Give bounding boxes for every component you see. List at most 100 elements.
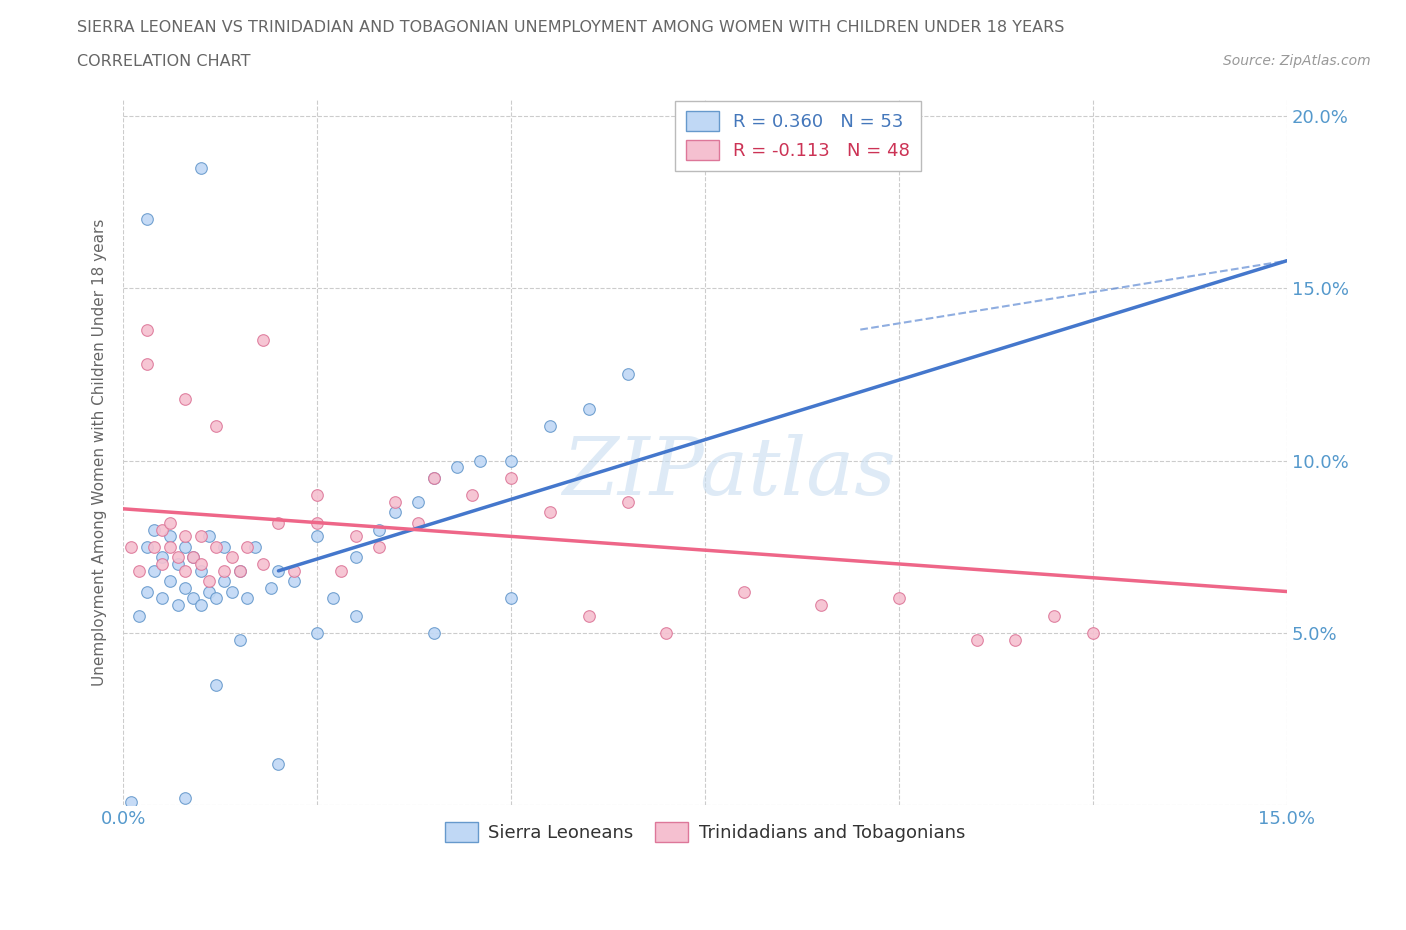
Point [135, 212, 157, 227]
Point [243, 539, 266, 554]
Point [267, 564, 290, 578]
Point [128, 608, 150, 623]
Point [143, 539, 166, 554]
Point [190, 564, 212, 578]
Point [616, 367, 638, 382]
Point [368, 522, 391, 537]
Point [197, 584, 219, 599]
Point [166, 556, 188, 571]
Point [135, 584, 157, 599]
Point [616, 495, 638, 510]
Point [221, 550, 243, 565]
Text: Source: ZipAtlas.com: Source: ZipAtlas.com [1223, 54, 1371, 68]
Point [159, 529, 181, 544]
Point [252, 333, 274, 348]
Point [368, 539, 391, 554]
Point [212, 539, 235, 554]
Point [267, 515, 290, 530]
Point [501, 453, 523, 468]
Point [267, 756, 290, 771]
Point [135, 539, 157, 554]
Point [733, 584, 755, 599]
Point [150, 591, 173, 605]
Point [406, 515, 429, 530]
Point [406, 495, 429, 510]
Point [501, 591, 523, 605]
Point [120, 794, 142, 809]
Point [166, 550, 188, 565]
Point [538, 418, 561, 433]
Point [228, 564, 250, 578]
Point [181, 550, 204, 565]
Point [190, 529, 212, 544]
Point [159, 515, 181, 530]
Point [307, 626, 329, 641]
Point [212, 574, 235, 589]
Point [578, 608, 600, 623]
Point [143, 522, 166, 537]
Point [446, 460, 468, 475]
Text: ZIPatlas: ZIPatlas [561, 434, 896, 512]
Point [655, 626, 678, 641]
Point [236, 539, 259, 554]
Point [174, 580, 197, 595]
Point [181, 591, 204, 605]
Point [197, 529, 219, 544]
Point [228, 564, 250, 578]
Point [174, 529, 197, 544]
Point [344, 550, 367, 565]
Point [205, 418, 228, 433]
Point [1004, 632, 1026, 647]
Point [461, 487, 484, 502]
Point [143, 564, 166, 578]
Point [135, 356, 157, 371]
Point [205, 539, 228, 554]
Point [322, 591, 344, 605]
Point [887, 591, 910, 605]
Point [212, 564, 235, 578]
Point [307, 487, 329, 502]
Point [810, 598, 832, 613]
Point [260, 580, 283, 595]
Legend: Sierra Leoneans, Trinidadians and Tobagonians: Sierra Leoneans, Trinidadians and Tobago… [437, 815, 973, 849]
Point [422, 626, 444, 641]
Point [236, 591, 259, 605]
Point [501, 471, 523, 485]
Point [190, 556, 212, 571]
Point [578, 402, 600, 417]
Text: CORRELATION CHART: CORRELATION CHART [77, 54, 250, 69]
Point [174, 539, 197, 554]
Point [966, 632, 988, 647]
Point [470, 453, 492, 468]
Point [135, 322, 157, 337]
Point [120, 539, 142, 554]
Point [197, 574, 219, 589]
Point [1081, 626, 1104, 641]
Point [422, 471, 444, 485]
Point [283, 564, 305, 578]
Point [252, 556, 274, 571]
Point [307, 515, 329, 530]
Point [159, 539, 181, 554]
Point [329, 564, 352, 578]
Text: SIERRA LEONEAN VS TRINIDADIAN AND TOBAGONIAN UNEMPLOYMENT AMONG WOMEN WITH CHILD: SIERRA LEONEAN VS TRINIDADIAN AND TOBAGO… [77, 20, 1064, 35]
Point [205, 591, 228, 605]
Point [221, 584, 243, 599]
Point [174, 790, 197, 805]
Point [166, 598, 188, 613]
Point [190, 160, 212, 175]
Point [128, 564, 150, 578]
Point [159, 574, 181, 589]
Point [150, 550, 173, 565]
Point [422, 471, 444, 485]
Point [150, 556, 173, 571]
Point [538, 505, 561, 520]
Point [190, 598, 212, 613]
Point [205, 677, 228, 692]
Point [307, 529, 329, 544]
Point [344, 608, 367, 623]
Point [384, 505, 406, 520]
Point [1043, 608, 1066, 623]
Point [384, 495, 406, 510]
Point [283, 574, 305, 589]
